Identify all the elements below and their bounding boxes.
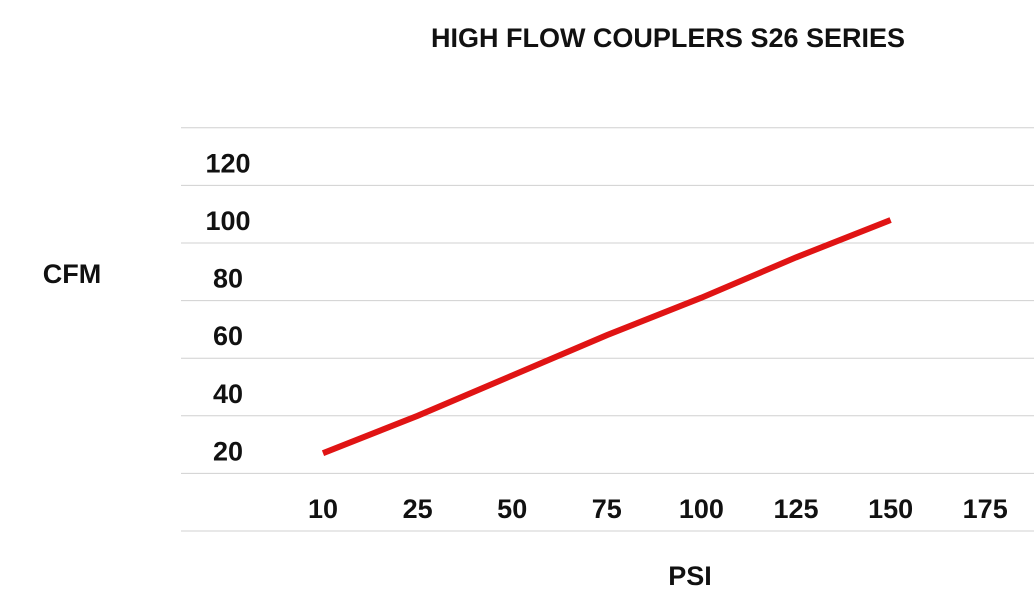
x-tick-label: 150 — [868, 494, 913, 524]
x-tick-label: 175 — [963, 494, 1008, 524]
y-tick-label: 40 — [213, 379, 243, 409]
x-tick-label: 25 — [403, 494, 433, 524]
x-tick-label: 75 — [592, 494, 622, 524]
y-tick-label: 60 — [213, 321, 243, 351]
gridlines — [181, 127, 1034, 532]
series-lines — [321, 217, 892, 456]
x-tick-label: 100 — [679, 494, 724, 524]
x-tick-labels: 10 25 50 75 100 125 150 175 — [308, 494, 1008, 524]
y-axis-label: CFM — [43, 259, 101, 289]
y-tick-label: 100 — [205, 206, 250, 236]
chart-title: HIGH FLOW COUPLERS S26 SERIES — [431, 23, 905, 53]
x-tick-label: 10 — [308, 494, 338, 524]
x-axis-label: PSI — [668, 561, 712, 591]
x-tick-label: 125 — [773, 494, 818, 524]
y-tick-label: 80 — [213, 264, 243, 294]
y-tick-label: 120 — [205, 148, 250, 178]
y-tick-labels: 20 40 60 80 100 120 — [205, 148, 250, 466]
series-line — [321, 217, 892, 456]
y-tick-label: 20 — [213, 436, 243, 466]
x-tick-label: 50 — [497, 494, 527, 524]
